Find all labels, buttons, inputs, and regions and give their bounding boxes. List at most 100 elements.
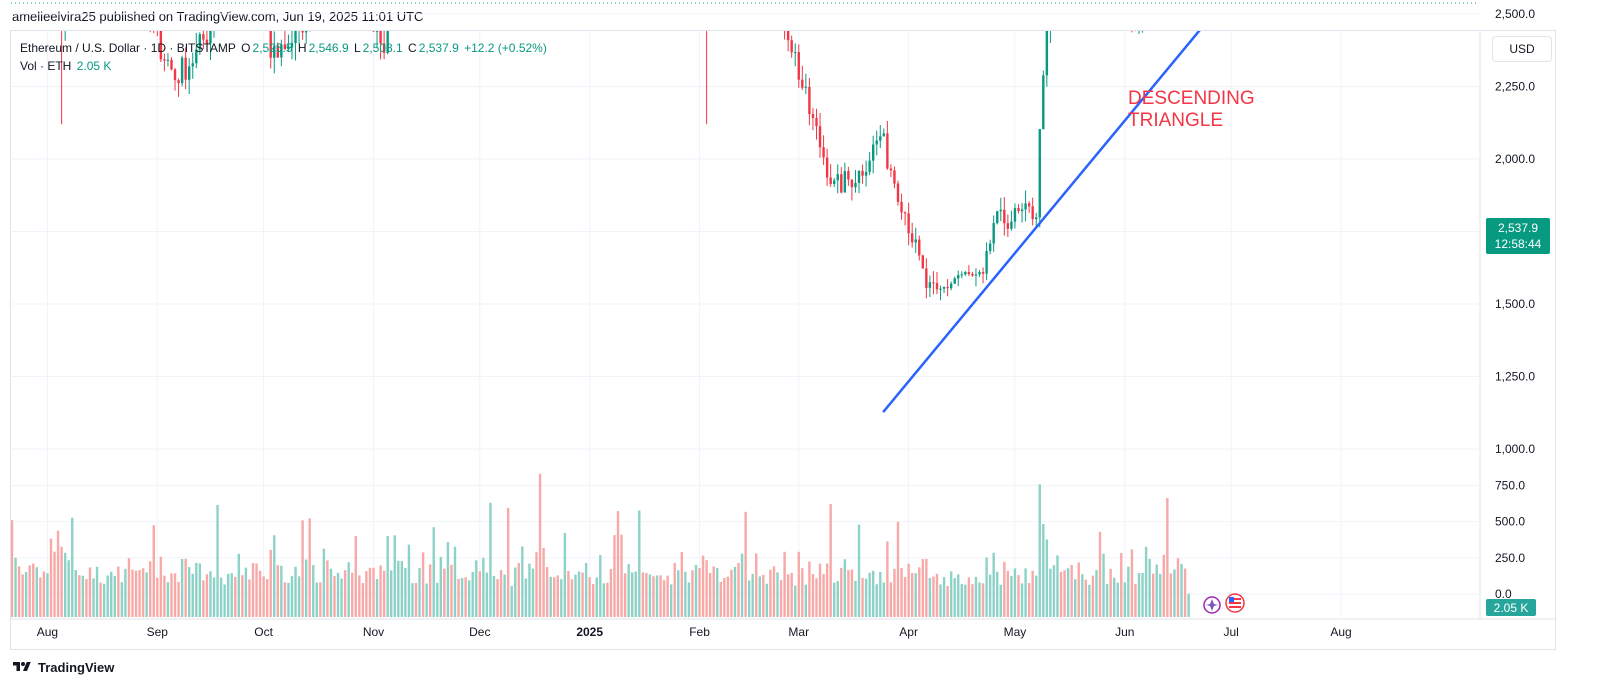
candle-body xyxy=(1127,0,1129,1)
candle-body xyxy=(871,144,875,161)
volume-bar xyxy=(85,579,88,617)
candle-body xyxy=(925,268,928,288)
volume-bar xyxy=(570,579,574,617)
volume-bar xyxy=(900,568,903,617)
trendline-support xyxy=(882,31,1201,413)
candle-body xyxy=(180,57,184,84)
volume-bar xyxy=(751,573,754,617)
volume-bar xyxy=(443,568,446,617)
volume-bar xyxy=(825,563,829,617)
time-tick-label: May xyxy=(1004,625,1027,639)
candle-body xyxy=(822,147,825,158)
candle-body xyxy=(797,52,800,80)
price-tick-label: 2,000.0 xyxy=(1495,152,1535,166)
volume-bar xyxy=(81,575,85,617)
grid-lines xyxy=(11,13,1555,620)
volume-bar xyxy=(347,562,350,617)
volume-bar xyxy=(1162,554,1165,617)
volume-bar xyxy=(833,582,836,617)
volume-bar xyxy=(716,568,719,617)
candle-body xyxy=(815,117,818,127)
volume-bar xyxy=(794,585,797,617)
volume-bar xyxy=(329,568,333,617)
legend-close: 2,537.9 xyxy=(418,41,459,55)
candle-body xyxy=(783,0,785,24)
volume-bar xyxy=(666,575,669,617)
candle-body xyxy=(811,114,815,118)
volume-bar xyxy=(106,575,109,617)
candle-body xyxy=(290,43,294,48)
legend-volume-row: Vol · ETH 2.05 K xyxy=(20,57,549,75)
candle-body xyxy=(1134,21,1136,22)
legend-vol-label[interactable]: Vol · ETH xyxy=(20,59,72,73)
volume-bar xyxy=(471,571,474,617)
candle-body xyxy=(188,66,191,80)
volume-bar xyxy=(737,562,740,617)
volume-bar xyxy=(949,571,953,617)
volume-bar xyxy=(974,576,978,617)
volume-bar xyxy=(521,546,524,617)
volume-bar xyxy=(226,573,230,617)
volume-bar xyxy=(1112,577,1116,617)
volume-bar xyxy=(542,548,545,617)
candle-body xyxy=(893,170,896,184)
event-icons[interactable] xyxy=(1203,593,1245,614)
volume-bar xyxy=(1144,546,1148,617)
volume-bar xyxy=(992,552,995,617)
volume-bar xyxy=(390,570,393,617)
candle-body xyxy=(173,69,177,81)
volume-bar xyxy=(1031,570,1034,617)
volume-bar xyxy=(191,573,194,617)
volume-bar xyxy=(1081,574,1084,617)
volume-bar xyxy=(216,504,219,617)
footer-brand[interactable]: TradingView xyxy=(12,656,114,678)
volume-bar xyxy=(124,568,127,617)
volume-bar xyxy=(499,569,503,617)
candle-body xyxy=(375,31,379,32)
volume-bar xyxy=(354,536,357,617)
volume-bar xyxy=(1166,498,1169,617)
volume-bar xyxy=(418,567,421,617)
candle-body xyxy=(60,0,62,30)
footer-brand-text: TradingView xyxy=(38,659,115,675)
volume-bar xyxy=(269,549,272,617)
volume-bar xyxy=(772,566,776,617)
volume-bar xyxy=(708,573,712,617)
volume-bar xyxy=(677,570,680,617)
volume-bar xyxy=(875,584,878,617)
candle-body xyxy=(942,287,946,289)
volume-bar xyxy=(1052,565,1056,617)
volume-badge-value: 2.05 K xyxy=(1494,601,1529,615)
volume-bar xyxy=(1173,569,1176,617)
candle-body xyxy=(304,31,308,33)
volume-bar xyxy=(556,575,559,617)
volume-bar xyxy=(889,582,893,617)
candle-body xyxy=(145,0,147,12)
candle-body xyxy=(985,250,988,274)
volume-bar xyxy=(251,563,255,617)
candle-body xyxy=(1187,3,1189,7)
volume-bar xyxy=(988,574,992,617)
legend-symbol[interactable]: Ethereum / U.S. Dollar · 1D · BITSTAMP xyxy=(20,41,236,55)
candle-body xyxy=(857,170,861,183)
volume-bar xyxy=(634,571,637,617)
volume-bar xyxy=(379,565,382,617)
candle-body xyxy=(369,0,371,16)
time-tick-label: Jul xyxy=(1223,625,1238,639)
volume-bar xyxy=(63,552,67,617)
volume-bar xyxy=(577,571,581,617)
legend-high-label: H xyxy=(297,41,307,55)
volume-bar xyxy=(177,581,180,617)
volume-bar xyxy=(368,567,372,617)
candle-body xyxy=(177,80,180,84)
candle-body xyxy=(833,180,836,184)
volume-bar xyxy=(110,571,113,617)
volume-bar xyxy=(195,562,198,617)
volume-bar xyxy=(910,572,914,617)
volume-bar xyxy=(652,576,655,617)
volume-bar xyxy=(198,563,202,617)
time-tick-label: Oct xyxy=(254,625,273,639)
volume-bar xyxy=(1027,582,1031,617)
currency-button[interactable]: USD xyxy=(1492,36,1552,62)
